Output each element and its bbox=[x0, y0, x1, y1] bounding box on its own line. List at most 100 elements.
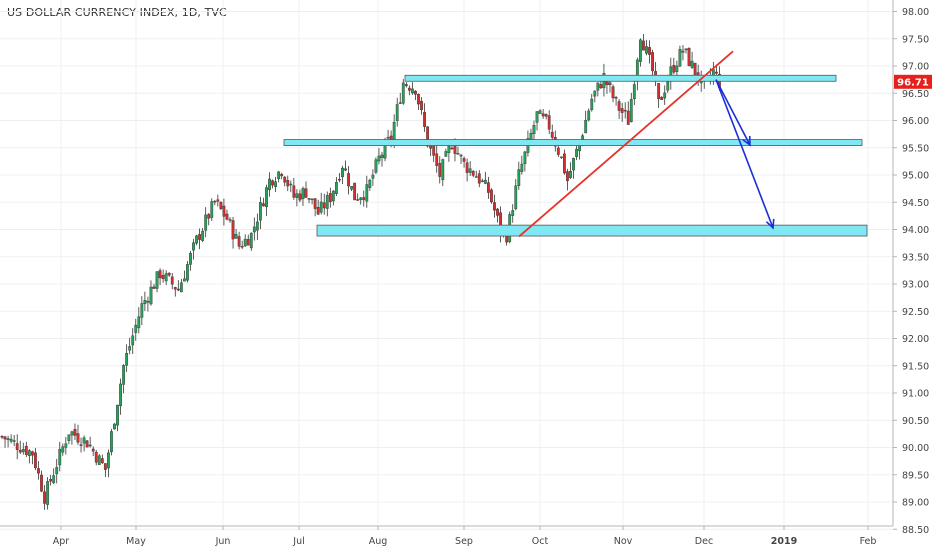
candle-body bbox=[648, 47, 651, 55]
candle-body bbox=[122, 365, 126, 385]
candle-body bbox=[471, 170, 475, 176]
candle bbox=[27, 449, 31, 464]
candle-body bbox=[0, 436, 4, 438]
candle-body bbox=[417, 94, 420, 105]
candle bbox=[587, 108, 591, 122]
candle-body bbox=[73, 429, 77, 436]
candle-body bbox=[681, 50, 685, 53]
candle-body bbox=[304, 188, 308, 198]
candle bbox=[97, 454, 101, 465]
candle-body bbox=[268, 178, 271, 191]
candle-body bbox=[255, 221, 259, 231]
candle-body bbox=[34, 452, 37, 469]
candle-body bbox=[252, 226, 256, 233]
candle bbox=[198, 228, 201, 250]
candle bbox=[471, 170, 475, 178]
candle-body bbox=[569, 171, 572, 178]
candle bbox=[113, 423, 116, 430]
candle-body bbox=[559, 156, 563, 159]
candle bbox=[347, 166, 350, 195]
x-tick-label: Sep bbox=[455, 536, 473, 547]
candle-body bbox=[620, 108, 624, 113]
candle-body bbox=[274, 181, 277, 187]
candle-body bbox=[195, 235, 198, 244]
candle-body bbox=[414, 90, 417, 95]
resistance-zone bbox=[404, 74, 837, 82]
candle bbox=[371, 169, 375, 186]
candle-body bbox=[666, 81, 670, 91]
candle bbox=[64, 436, 68, 455]
candle-body bbox=[110, 431, 113, 453]
candle bbox=[487, 176, 490, 199]
candle bbox=[417, 93, 420, 110]
candle-body bbox=[544, 114, 548, 117]
candle-body bbox=[76, 433, 80, 443]
candle bbox=[313, 198, 317, 217]
candle bbox=[544, 113, 548, 120]
candle bbox=[58, 441, 62, 472]
candle bbox=[134, 318, 138, 341]
arrow-shaft bbox=[715, 79, 751, 146]
candle bbox=[31, 450, 34, 465]
candle-body bbox=[639, 39, 642, 62]
candle bbox=[204, 207, 208, 238]
candle bbox=[669, 57, 673, 90]
candle-body bbox=[94, 451, 98, 463]
x-tick-label: Dec bbox=[695, 536, 713, 547]
candle bbox=[331, 190, 335, 206]
candle-body bbox=[316, 207, 320, 215]
candle-body bbox=[435, 153, 439, 166]
candle bbox=[173, 286, 177, 297]
candle bbox=[328, 187, 332, 208]
candle bbox=[103, 463, 107, 478]
candle bbox=[70, 430, 74, 445]
candle-body bbox=[134, 324, 138, 333]
candle-body bbox=[374, 159, 378, 173]
candle-body bbox=[365, 184, 369, 202]
candle-body bbox=[517, 169, 521, 187]
candle-body bbox=[164, 273, 168, 282]
candle-body bbox=[563, 153, 566, 174]
candle-body bbox=[3, 436, 7, 440]
candle-body bbox=[243, 238, 247, 247]
candle-body bbox=[103, 463, 107, 470]
candle bbox=[182, 270, 186, 282]
candle-body bbox=[292, 185, 296, 198]
candle-body bbox=[207, 214, 211, 219]
candle bbox=[547, 110, 551, 134]
candle bbox=[46, 477, 50, 510]
candle bbox=[675, 60, 679, 78]
candle-body bbox=[389, 135, 393, 140]
candle-body bbox=[547, 115, 551, 130]
y-tick-label: 94.00 bbox=[902, 225, 929, 236]
candle bbox=[79, 437, 83, 453]
candle bbox=[249, 232, 253, 251]
y-tick-label: 95.00 bbox=[902, 171, 929, 182]
candle-body bbox=[246, 238, 250, 246]
candle-body bbox=[225, 213, 229, 220]
candle-body bbox=[234, 234, 238, 239]
candle bbox=[3, 435, 7, 448]
candle-body bbox=[496, 208, 499, 216]
candle bbox=[420, 97, 423, 115]
x-tick-label: Aug bbox=[369, 536, 388, 547]
candle bbox=[459, 153, 463, 164]
candle bbox=[225, 209, 229, 221]
candle-body bbox=[204, 214, 208, 231]
candle bbox=[246, 234, 250, 246]
candle bbox=[511, 204, 515, 223]
y-tick-label: 92.00 bbox=[902, 334, 929, 345]
candle-body bbox=[657, 83, 661, 100]
candle bbox=[642, 34, 645, 51]
candle-body bbox=[687, 48, 691, 67]
candle bbox=[520, 155, 524, 175]
candle-body bbox=[286, 180, 290, 187]
candle bbox=[122, 364, 126, 394]
candle-body bbox=[43, 491, 46, 504]
candle bbox=[517, 161, 521, 190]
candle bbox=[9, 434, 13, 444]
candle-body bbox=[420, 100, 423, 111]
candle bbox=[538, 109, 542, 114]
candle-body bbox=[113, 423, 116, 430]
